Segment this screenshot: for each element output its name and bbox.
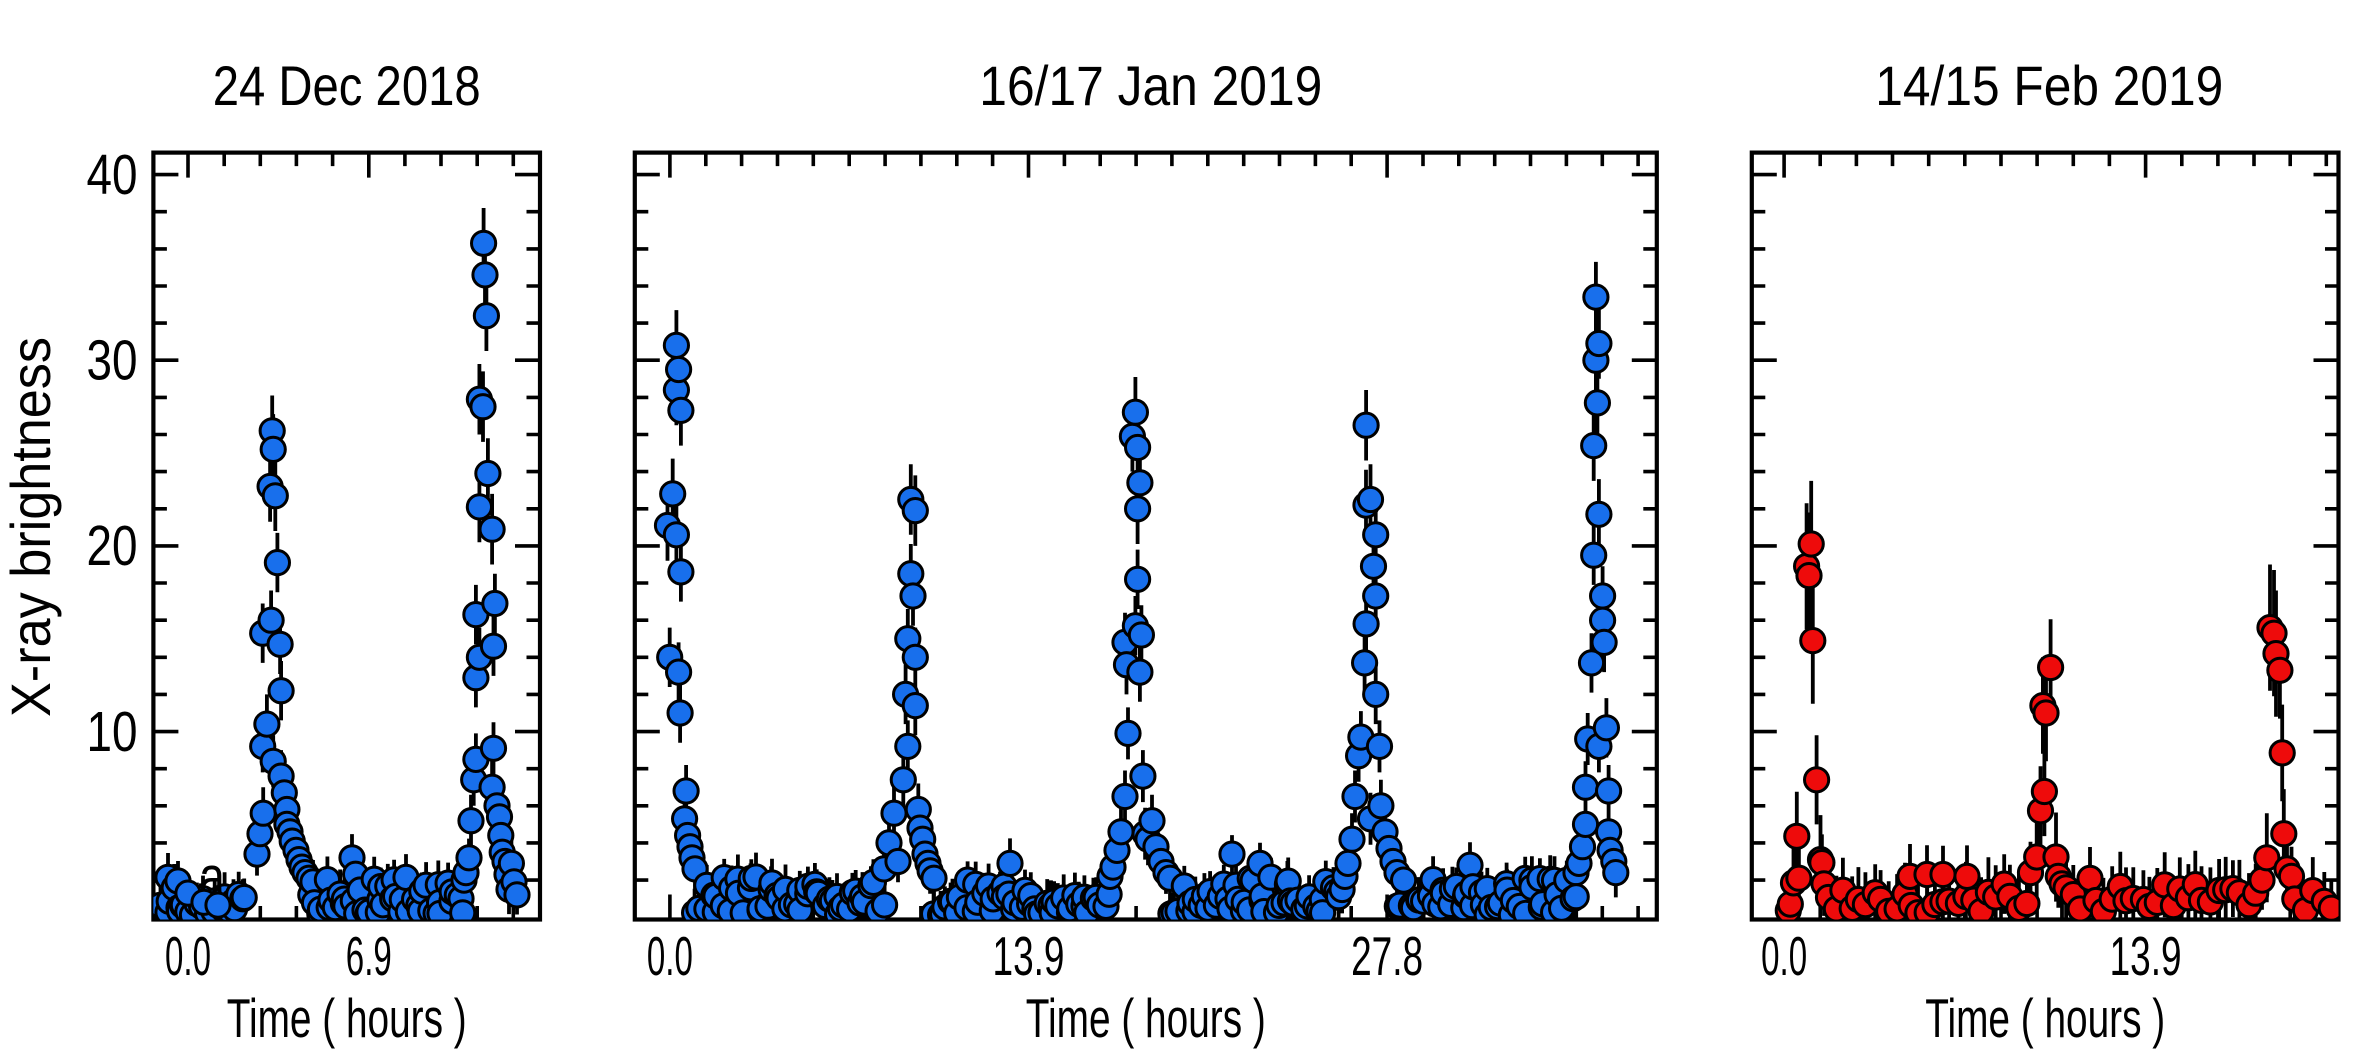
svg-text:0.0: 0.0: [647, 925, 693, 987]
svg-text:Time ( hours ): Time ( hours ): [1925, 987, 2165, 1049]
svg-text:40: 40: [87, 143, 138, 207]
svg-text:16/17 Jan 2019: 16/17 Jan 2019: [979, 54, 1322, 117]
svg-text:13.9: 13.9: [993, 925, 1065, 987]
svg-text:24 Dec 2018: 24 Dec 2018: [213, 54, 481, 117]
svg-text:27.8: 27.8: [1351, 925, 1423, 987]
svg-text:0.0: 0.0: [165, 925, 211, 987]
svg-text:20: 20: [87, 514, 138, 578]
svg-text:Time ( hours ): Time ( hours ): [1026, 987, 1266, 1049]
svg-text:10: 10: [87, 700, 138, 764]
svg-text:14/15 Feb 2019: 14/15 Feb 2019: [1875, 54, 2223, 117]
svg-text:30: 30: [87, 329, 138, 393]
svg-text:0.0: 0.0: [1761, 925, 1807, 987]
svg-text:6.9: 6.9: [346, 925, 392, 987]
svg-text:13.9: 13.9: [2110, 925, 2182, 987]
svg-text:Time ( hours ): Time ( hours ): [227, 987, 467, 1049]
svg-text:X-ray brightness: X-ray brightness: [0, 337, 62, 717]
